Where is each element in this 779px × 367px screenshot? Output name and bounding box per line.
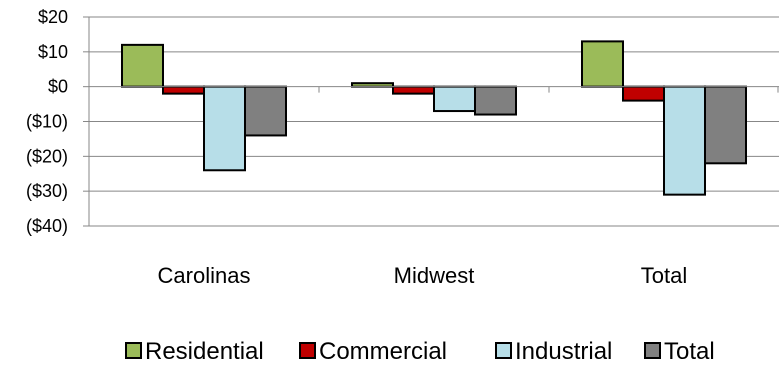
bar-industrial-carolinas	[203, 85, 246, 172]
bar-residential-total	[581, 40, 624, 88]
bar-total-total	[704, 85, 747, 165]
y-tick-label: ($40)	[26, 216, 68, 236]
legend: Residential Commercial Industrial Total	[125, 338, 715, 365]
legend-swatch	[495, 342, 512, 359]
legend-swatch	[125, 342, 142, 359]
legend-label: Industrial	[515, 338, 612, 365]
legend-item-residential: Residential	[125, 338, 264, 365]
bar-residential-midwest	[351, 82, 394, 88]
category-label: Total	[641, 263, 687, 288]
legend-swatch	[299, 342, 316, 359]
category-labels: Carolinas Midwest Total	[158, 263, 688, 288]
legend-label: Total	[664, 338, 715, 365]
y-tick-label: ($20)	[26, 146, 68, 166]
y-tick-label: ($10)	[26, 112, 68, 132]
bar-total-carolinas	[244, 85, 287, 137]
legend-label: Commercial	[319, 338, 447, 365]
bar-commercial-midwest	[392, 85, 435, 95]
bar-industrial-total	[663, 85, 706, 196]
bar-residential-carolinas	[121, 43, 164, 88]
bar-commercial-carolinas	[162, 85, 205, 95]
y-tick-labels: $20 $10 $0 ($10) ($20) ($30) ($40)	[26, 7, 68, 236]
y-tick-label: $10	[38, 42, 68, 62]
y-tick-label: ($30)	[26, 181, 68, 201]
bar-total-midwest	[474, 85, 517, 116]
legend-label: Residential	[145, 338, 264, 365]
category-label: Midwest	[394, 263, 475, 288]
bars	[121, 40, 747, 196]
bar-commercial-total	[622, 85, 665, 102]
axes	[83, 16, 779, 227]
y-tick-label: $0	[48, 77, 68, 97]
bar-industrial-midwest	[433, 85, 476, 113]
legend-item-total: Total	[644, 338, 715, 365]
category-label: Carolinas	[158, 263, 251, 288]
legend-item-industrial: Industrial	[495, 338, 612, 365]
y-tick-label: $20	[38, 7, 68, 27]
legend-item-commercial: Commercial	[299, 338, 447, 365]
legend-swatch	[644, 342, 661, 359]
